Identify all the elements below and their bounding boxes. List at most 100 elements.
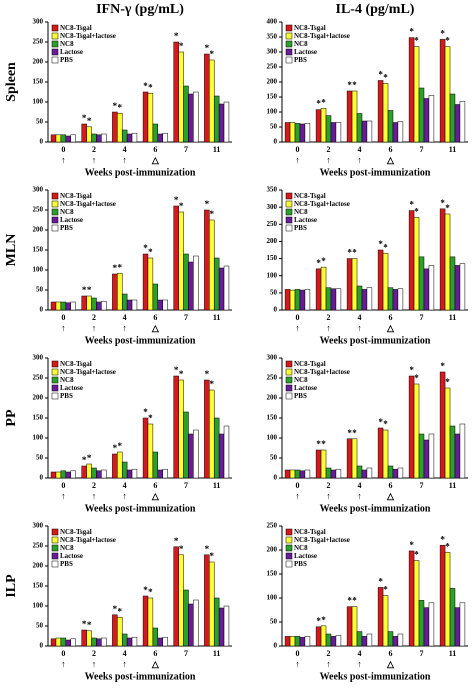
bar [320,449,327,479]
bar [86,463,92,479]
y-tick-label: 250 [33,206,44,214]
significance-mark: * [414,206,419,216]
bar [459,602,466,647]
significance-mark: * [210,551,215,561]
bar [361,469,368,479]
y-tick-label: 150 [267,93,278,101]
bar [152,451,159,479]
bar [335,122,342,143]
bar [112,614,118,647]
legend-label: NC8-Tsgal [294,24,326,32]
bar [444,552,451,647]
bar [101,133,107,143]
y-tick-label: 50 [270,123,278,131]
bar [392,468,399,479]
x-tick-label: 2 [92,481,96,490]
bar [213,597,220,647]
immunization-marker: ↑ [357,659,362,669]
legend-swatch [51,536,59,544]
x-tick-label: 11 [449,481,457,490]
bar [193,599,199,647]
immunization-marker: ↑ [61,155,66,165]
legend-swatch [285,216,293,224]
bar [70,134,76,143]
bar [320,266,327,311]
y-tick-label: 250 [267,522,278,530]
bar [81,465,87,479]
x-tick-label: 7 [420,649,424,658]
y-tick-label: 0 [274,474,278,482]
bar [65,135,71,143]
bar [91,637,97,647]
bar [330,469,337,479]
bar [356,285,363,311]
legend-swatch [285,192,293,200]
significance-mark: * [87,116,92,126]
y-tick-label: 150 [267,570,278,578]
bar [418,433,425,479]
significance-mark: * [82,285,87,295]
y-tick-label: 100 [267,594,278,602]
bar [346,258,353,311]
immunization-marker: ↑ [122,659,127,669]
bar [423,268,430,311]
bar [366,287,373,311]
bar [284,122,291,143]
y-tick-label: 300 [33,354,44,362]
x-tick-label: 0 [296,313,300,322]
bar [183,253,189,311]
x-tick-label: 6 [389,649,393,658]
legend-swatch [51,224,59,232]
y-tick-label: 250 [33,38,44,46]
significance-mark: * [118,102,123,112]
bar [315,109,322,143]
legend-label: NC8-Tsgal+lactose [60,368,116,376]
bar [204,554,210,647]
significance-mark: * [383,585,388,595]
legend-swatch [285,368,293,376]
y-tick-label: 300 [267,354,278,362]
bar [162,299,168,311]
bar [218,607,225,647]
bar [152,123,159,143]
bar [346,438,353,479]
legend-label: Lactose [294,216,317,224]
bar [423,439,430,479]
legend-label: PBS [294,392,307,400]
bar [304,469,311,479]
bar [55,301,62,311]
bar [423,607,430,647]
bar [142,417,149,479]
bar [351,438,358,479]
x-tick-label: 11 [213,649,221,658]
significance-mark: * [414,36,419,46]
bar [428,602,435,647]
y-tick-label: 250 [33,374,44,382]
bar [413,46,420,143]
immunization-marker: ↑ [92,155,97,165]
immunization-marker: ↑ [357,323,362,333]
immunization-marker: ↑ [122,491,127,501]
bar [112,111,118,143]
significance-mark: * [205,544,210,554]
bar [459,263,466,311]
bar [294,469,301,479]
bar [439,208,446,311]
bar [183,85,189,143]
significance-mark: * [113,443,118,453]
legend-swatch [51,208,59,216]
legend-label: NC8-Tsgal [294,360,326,368]
bar [126,133,133,143]
significance-mark: * [210,49,215,59]
legend-swatch [51,392,59,400]
bar [377,249,384,311]
y-tick-label: 100 [33,602,44,610]
bar [320,625,327,647]
significance-mark: * [316,616,321,626]
bar [81,123,87,143]
significance-mark: * [378,577,383,587]
bar [284,289,291,311]
significance-mark: * [113,101,118,111]
bar [60,637,67,647]
bar [91,133,97,143]
